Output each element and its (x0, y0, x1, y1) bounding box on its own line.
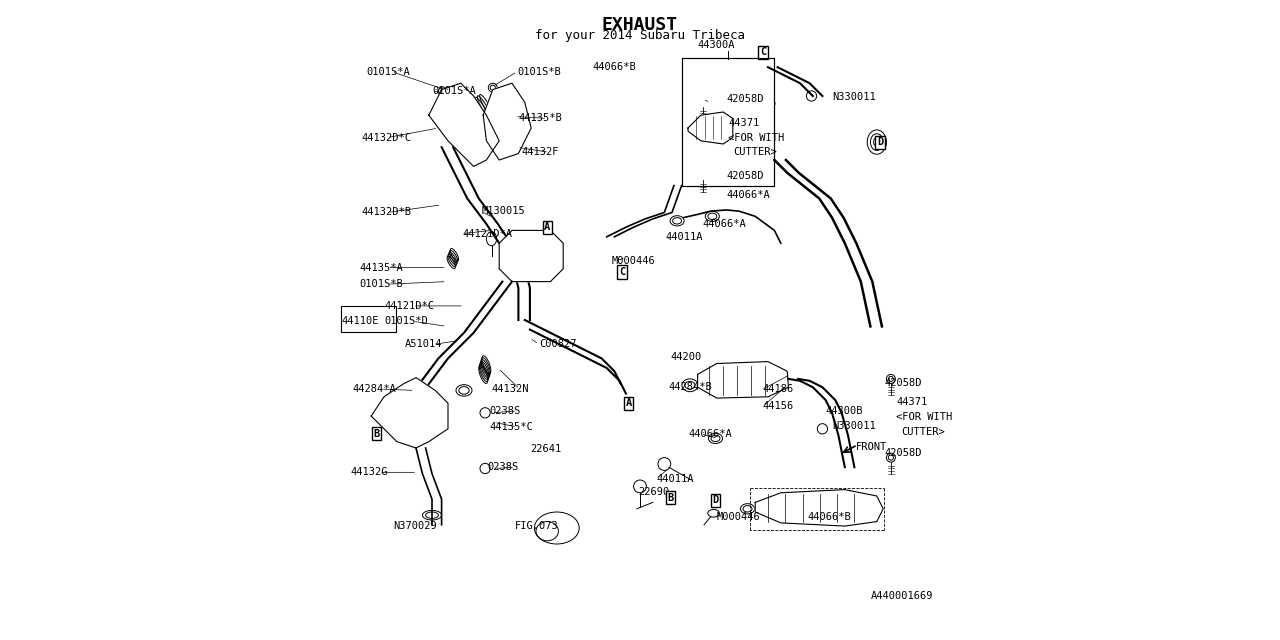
Text: B: B (668, 493, 673, 503)
Text: FRONT: FRONT (856, 442, 887, 452)
Text: 44066*A: 44066*A (727, 190, 771, 200)
Text: A440001669: A440001669 (870, 591, 933, 602)
Text: CUTTER>: CUTTER> (901, 427, 945, 437)
Text: 44156: 44156 (763, 401, 794, 412)
Text: 0101S*B: 0101S*B (517, 67, 561, 77)
Text: C00827: C00827 (539, 339, 576, 349)
Text: 44300B: 44300B (826, 406, 863, 416)
Text: 0238S: 0238S (490, 406, 521, 416)
Text: A: A (626, 398, 631, 408)
Text: 44371: 44371 (896, 397, 927, 407)
Text: 44135*B: 44135*B (518, 113, 562, 124)
Text: 44135*C: 44135*C (490, 422, 534, 432)
Text: 44121D*A: 44121D*A (462, 228, 512, 239)
Text: FIG.073: FIG.073 (516, 521, 559, 531)
Text: 44066*B: 44066*B (591, 62, 636, 72)
Text: 22690: 22690 (639, 486, 669, 497)
Polygon shape (499, 230, 563, 282)
Polygon shape (484, 83, 531, 160)
Polygon shape (755, 490, 883, 526)
Text: M000446: M000446 (717, 512, 760, 522)
Text: 44066*A: 44066*A (689, 429, 732, 439)
Polygon shape (371, 378, 448, 448)
Text: <FOR WITH: <FOR WITH (896, 412, 952, 422)
Text: A51014: A51014 (404, 339, 443, 349)
Text: M000446: M000446 (612, 256, 655, 266)
Text: 42058D: 42058D (727, 94, 764, 104)
Text: D: D (877, 137, 883, 147)
Text: 42058D: 42058D (727, 171, 764, 181)
Text: CUTTER>: CUTTER> (733, 147, 777, 157)
Text: 44011A: 44011A (657, 474, 694, 484)
Text: D: D (713, 495, 718, 506)
Text: 0101S*A: 0101S*A (433, 86, 476, 96)
Text: 44121D*C: 44121D*C (384, 301, 434, 311)
Text: 44132N: 44132N (492, 384, 529, 394)
Polygon shape (698, 362, 788, 398)
Text: N330011: N330011 (832, 420, 876, 431)
Polygon shape (689, 112, 732, 144)
Text: 0101S*D: 0101S*D (384, 316, 428, 326)
Text: 44132D*C: 44132D*C (362, 132, 412, 143)
FancyBboxPatch shape (681, 58, 774, 186)
Text: 44132G: 44132G (351, 467, 388, 477)
Text: 44135*A: 44135*A (360, 262, 403, 273)
Text: 44300A: 44300A (698, 40, 735, 50)
Text: C: C (620, 267, 625, 277)
Text: 44132D*B: 44132D*B (362, 207, 412, 218)
Text: 44066*A: 44066*A (703, 219, 746, 229)
Text: 44284*A: 44284*A (352, 384, 396, 394)
Text: N370029: N370029 (393, 521, 436, 531)
Text: 44110E: 44110E (340, 316, 379, 326)
Text: M130015: M130015 (481, 206, 525, 216)
Text: 44132F: 44132F (522, 147, 559, 157)
Text: 44200: 44200 (671, 352, 701, 362)
Text: 44011A: 44011A (666, 232, 703, 242)
Text: 0238S: 0238S (488, 462, 518, 472)
Text: 22641: 22641 (530, 444, 561, 454)
Text: EXHAUST: EXHAUST (602, 16, 678, 34)
Text: 44186: 44186 (763, 384, 794, 394)
Text: N330011: N330011 (832, 92, 876, 102)
Text: B: B (374, 429, 379, 439)
Text: <FOR WITH: <FOR WITH (728, 132, 785, 143)
Text: C: C (760, 47, 765, 58)
Text: 0101S*A: 0101S*A (366, 67, 410, 77)
Text: 44066*B: 44066*B (808, 512, 851, 522)
Text: 0101S*B: 0101S*B (360, 279, 403, 289)
Text: for your 2014 Subaru Tribeca: for your 2014 Subaru Tribeca (535, 29, 745, 42)
Text: 42058D: 42058D (884, 378, 922, 388)
Text: 44284*B: 44284*B (668, 382, 713, 392)
Polygon shape (429, 83, 499, 166)
FancyBboxPatch shape (340, 306, 396, 332)
Text: 44371: 44371 (728, 118, 759, 128)
Text: A: A (544, 222, 550, 232)
Text: 42058D: 42058D (884, 448, 922, 458)
